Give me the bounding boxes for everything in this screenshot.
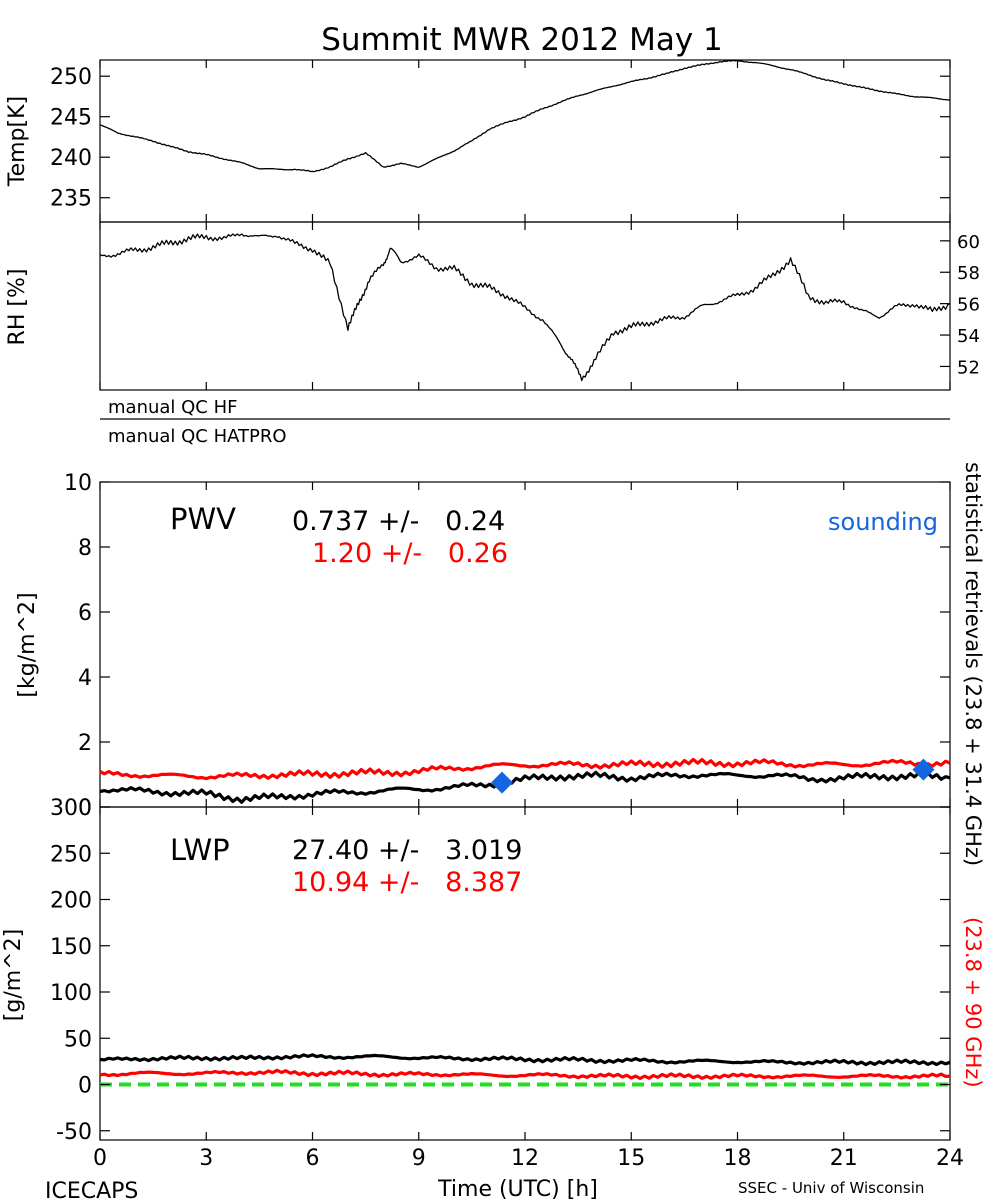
- lwp-ytick-label: 200: [50, 889, 92, 914]
- temp-plot-area: [99, 59, 951, 173]
- lwp-series-red: [99, 1068, 951, 1081]
- pwv-stat-black: 0.737 +/- 0.24: [292, 506, 505, 537]
- temp-series-black: [99, 59, 951, 173]
- footer-left: ICECAPS: [45, 1179, 138, 1200]
- lwp-ytick-label: 300: [50, 796, 92, 821]
- rh-ytick-label: 54: [957, 326, 980, 347]
- lwp-title: LWP: [170, 833, 230, 867]
- x-tick-label: 12: [511, 1146, 539, 1171]
- pwv-ytick-label: 0: [78, 796, 92, 821]
- x-axis-label: Time (UTC) [h]: [437, 1177, 598, 1200]
- x-tick-label: 9: [412, 1146, 426, 1171]
- pwv-ytick-label: 10: [64, 471, 92, 496]
- x-tick-label: 15: [617, 1146, 645, 1171]
- pwv-ytick-label: 6: [78, 601, 92, 626]
- rh-ylabel: RH [%]: [5, 269, 30, 346]
- pwv-stat-red: 1.20 +/- 0.26: [312, 538, 508, 569]
- temp-ytick-label: 235: [50, 187, 92, 212]
- pwv-series-red: [99, 757, 951, 781]
- rh-ytick-label: 56: [957, 295, 980, 316]
- pwv-ytick-label: 8: [78, 536, 92, 561]
- x-tick-label: 0: [93, 1146, 107, 1171]
- right-label-black: statistical retrievals (23.8 + 31.4 GHz): [961, 462, 985, 866]
- x-tick-label: 3: [199, 1146, 213, 1171]
- pwv-ylabel: [kg/m^2]: [15, 592, 40, 697]
- lwp-stat-red: 10.94 +/- 8.387: [292, 867, 522, 898]
- qc-hatpro-label: manual QC HATPRO: [108, 426, 287, 447]
- sounding-marker: [912, 758, 935, 781]
- sounding-marker: [490, 771, 513, 794]
- x-tick-label: 21: [830, 1146, 858, 1171]
- temp-ytick-label: 250: [50, 65, 92, 90]
- lwp-ytick-label: 250: [50, 842, 92, 867]
- figure-title: Summit MWR 2012 May 1: [321, 22, 723, 58]
- axis-ticks: 23524024525052545658600246810-5005010015…: [50, 60, 980, 1171]
- pwv-plot-area: [99, 757, 951, 804]
- lwp-stat-black: 27.40 +/- 3.019: [292, 835, 522, 866]
- lwp-ytick-label: 50: [64, 1027, 92, 1052]
- pwv-ytick-label: 2: [78, 731, 92, 756]
- pwv-title: PWV: [170, 502, 236, 536]
- temp-panel-frame: [99, 59, 951, 223]
- right-label-red: (23.8 + 90 GHz): [961, 917, 985, 1088]
- sounding-legend: sounding: [828, 508, 938, 536]
- temp-ytick-label: 245: [50, 106, 92, 131]
- x-tick-label: 6: [306, 1146, 320, 1171]
- footer-right: SSEC - Univ of Wisconsin: [738, 1179, 924, 1197]
- temp-ylabel: Temp[K]: [5, 96, 30, 187]
- lwp-plot-area: [99, 1053, 951, 1087]
- lwp-ytick-label: 100: [50, 981, 92, 1006]
- rh-ytick-label: 58: [957, 263, 980, 284]
- lwp-ytick-label: 0: [78, 1074, 92, 1099]
- rh-ytick-label: 60: [957, 232, 980, 253]
- lwp-ytick-label: -50: [56, 1120, 92, 1145]
- temp-ytick-label: 240: [50, 146, 92, 171]
- x-tick-label: 24: [936, 1146, 964, 1171]
- lwp-ytick-label: 150: [50, 935, 92, 960]
- rh-ytick-label: 52: [957, 357, 980, 378]
- qc-hf-label: manual QC HF: [108, 397, 237, 418]
- lwp-ylabel: [g/m^2]: [1, 929, 26, 1021]
- pwv-ytick-label: 4: [78, 666, 92, 691]
- x-tick-label: 18: [724, 1146, 752, 1171]
- pwv-series-black: [99, 770, 951, 804]
- rh-plot-area: [99, 233, 951, 382]
- lwp-series-black: [99, 1053, 951, 1067]
- rh-series-black: [99, 233, 951, 382]
